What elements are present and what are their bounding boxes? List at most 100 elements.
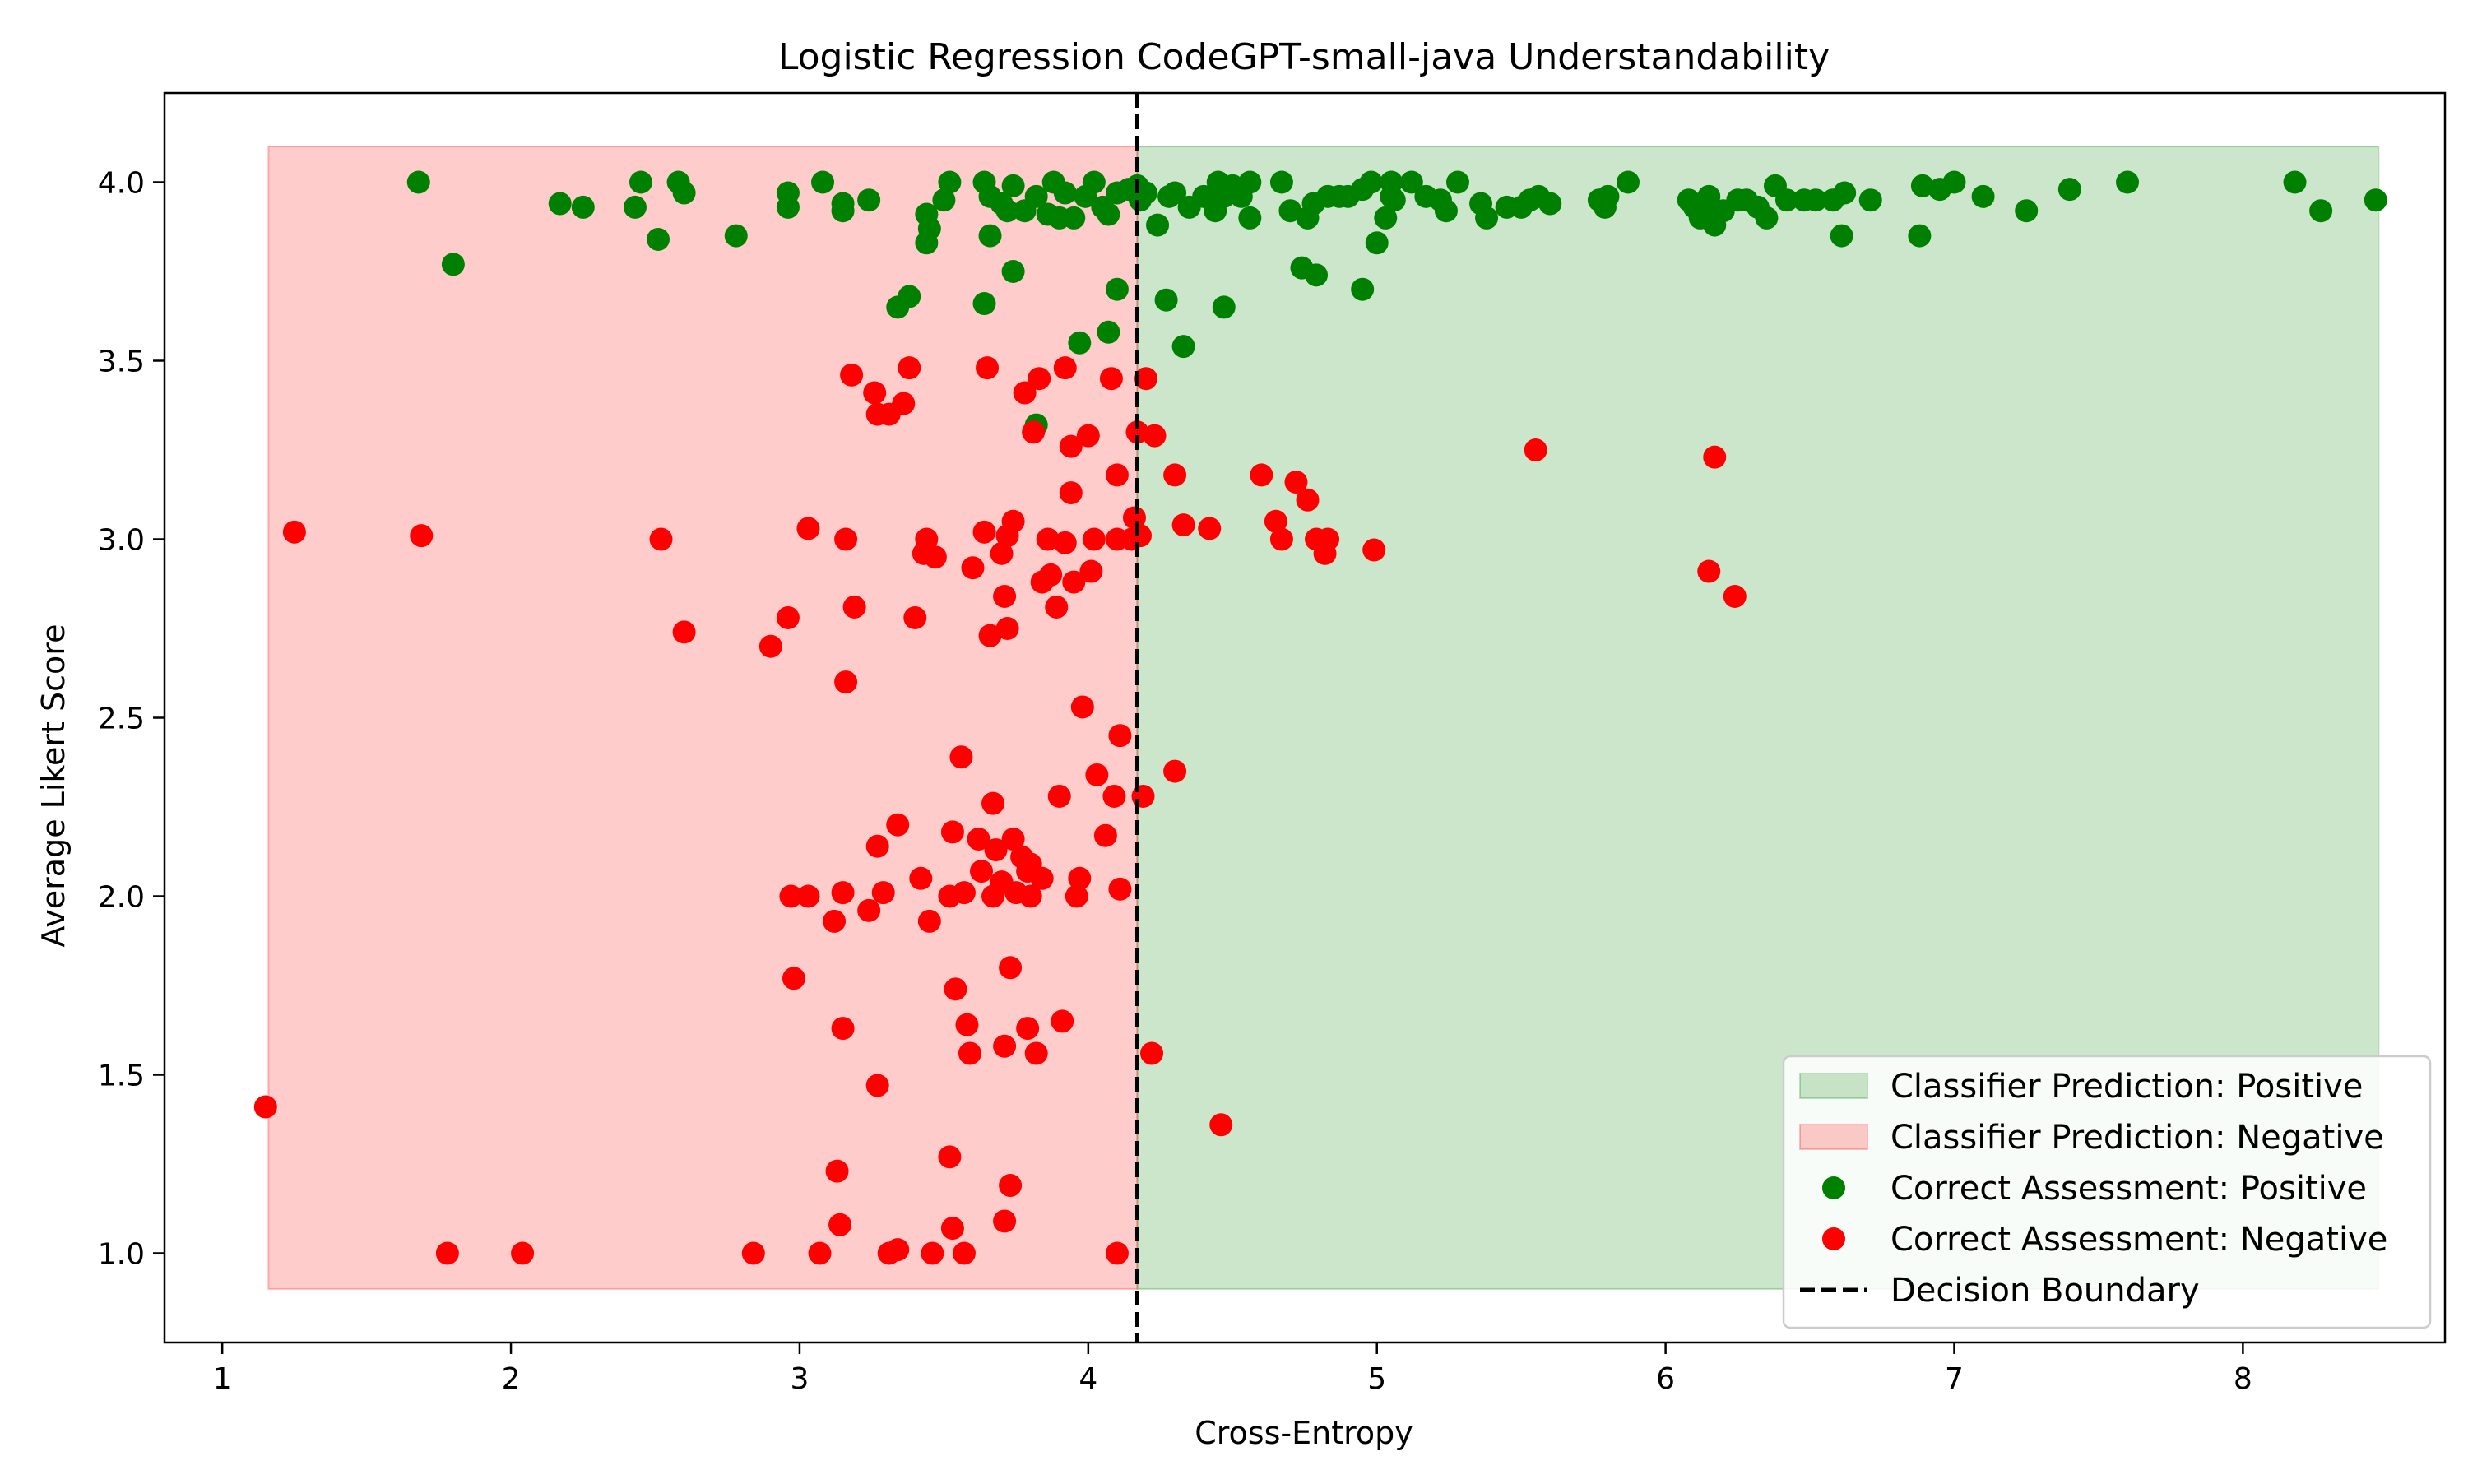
negative-assessment-point <box>672 620 696 644</box>
negative-assessment-point <box>831 1017 855 1041</box>
positive-assessment-point <box>2057 178 2081 202</box>
negative-assessment-point <box>1171 513 1195 537</box>
negative-assessment-point <box>1163 463 1187 487</box>
negative-assessment-point <box>1102 784 1126 808</box>
negative-assessment-point <box>909 866 933 890</box>
positive-assessment-point <box>406 170 430 194</box>
plot-area: 1 2 3 4 5 6 7 8 1.0 1.5 2.0 2.5 3.0 3.5 4.0 <box>98 91 2447 1396</box>
negative-assessment-point <box>1143 424 1167 448</box>
legend-box <box>1782 1055 2432 1329</box>
negative-assessment-point <box>1108 877 1132 901</box>
positive-assessment-point <box>1305 263 1329 287</box>
positive-assessment-point <box>672 181 696 205</box>
positive-assessment-point <box>1365 231 1389 255</box>
positive-assessment-point <box>776 195 800 219</box>
negative-assessment-point <box>842 595 866 619</box>
x-tick-label: 5 <box>1367 1362 1386 1396</box>
positive-assessment-point <box>2116 170 2140 194</box>
negative-assessment-point <box>1079 559 1103 583</box>
positive-assessment-point <box>831 199 855 223</box>
negative-assessment-point <box>1140 1041 1164 1065</box>
x-tick-label: 1 <box>213 1362 232 1396</box>
x-tick-label: 8 <box>2234 1362 2252 1396</box>
negative-assessment-point <box>972 520 996 544</box>
negative-assessment-point <box>435 1241 459 1265</box>
positive-assessment-point <box>1359 170 1383 194</box>
negative-assessment-point <box>1001 509 1025 533</box>
negative-assessment-point <box>1125 420 1149 444</box>
negative-assessment-point <box>1284 471 1308 494</box>
positive-assessment-point <box>1380 170 1403 194</box>
negative-assessment-point <box>952 881 976 905</box>
negative-assessment-point <box>834 527 858 551</box>
negative-assessment-point <box>944 977 967 1001</box>
legend: Classifier Prediction: Positive Classifie… <box>1782 1055 2432 1329</box>
negative-assessment-point <box>758 634 782 658</box>
negative-assessment-point <box>871 881 895 905</box>
negative-assessment-point <box>949 745 973 769</box>
negative-assessment-point <box>1039 563 1063 587</box>
positive-assessment-point <box>1024 184 1048 208</box>
negative-assessment-point <box>840 363 864 387</box>
positive-assessment-point <box>1238 170 1262 194</box>
y-tick-label: 1.0 <box>98 1238 145 1272</box>
negative-assessment-point <box>1047 784 1071 808</box>
positive-assessment-point <box>1910 174 1934 197</box>
negative-assessment-point <box>828 1213 852 1236</box>
legend-marker <box>1822 1227 1845 1250</box>
negative-assessment-point <box>1128 524 1152 548</box>
negative-assessment-point <box>976 356 1000 380</box>
negative-assessment-point <box>999 956 1023 980</box>
negative-assessment-point <box>282 520 306 544</box>
negative-assessment-point <box>1105 1241 1129 1265</box>
positive-assessment-point <box>629 170 652 194</box>
negative-assessment-point <box>1065 884 1088 908</box>
positive-assessment-point <box>1445 170 1469 194</box>
negative-assessment-point <box>952 1241 976 1265</box>
negative-assessment-point <box>995 617 1019 640</box>
negative-assessment-point <box>1085 763 1109 786</box>
y-tick-label: 3.5 <box>98 345 145 379</box>
legend-label: Classifier Prediction: Positive <box>1890 1068 2363 1106</box>
positive-assessment-point <box>1269 170 1293 194</box>
positive-assessment-point <box>978 224 1002 248</box>
negative-assessment-point <box>782 967 805 990</box>
negative-assessment-point <box>1036 527 1060 551</box>
negative-assessment-point <box>1105 463 1129 487</box>
negative-assessment-point <box>1068 866 1092 890</box>
positive-assessment-point <box>1538 192 1562 216</box>
x-tick-label: 4 <box>1079 1362 1097 1396</box>
negative-assessment-point <box>903 605 927 629</box>
negative-assessment-point <box>863 381 887 405</box>
negative-assessment-point <box>1024 1041 1048 1065</box>
negative-assessment-point <box>886 1238 910 1262</box>
x-tick-label: 3 <box>790 1362 809 1396</box>
negative-assessment-point <box>1099 367 1123 391</box>
positive-assessment-point <box>1942 170 1966 194</box>
negative-assessment-point <box>1122 506 1146 530</box>
negative-assessment-point <box>649 527 673 551</box>
negative-assessment-point <box>825 1159 849 1183</box>
positive-assessment-point <box>1154 288 1178 312</box>
positive-assessment-point <box>1082 170 1106 194</box>
positive-assessment-point <box>1351 277 1375 301</box>
negative-assessment-point <box>981 791 1005 815</box>
positive-assessment-point <box>1171 335 1195 359</box>
negative-assessment-point <box>999 1174 1023 1198</box>
negative-assessment-point <box>1022 420 1046 444</box>
positive-assessment-point <box>2309 199 2333 223</box>
negative-assessment-point <box>776 605 800 629</box>
negative-assessment-point <box>898 356 921 380</box>
negative-assessment-point <box>978 624 1002 647</box>
positive-assessment-point <box>1146 213 1170 237</box>
legend-label: Correct Assessment: Positive <box>1890 1170 2367 1208</box>
positive-assessment-point <box>898 285 921 308</box>
positive-assessment-point <box>1804 188 1828 212</box>
negative-assessment-point <box>1131 784 1155 808</box>
x-axis-label: Cross-Entropy <box>1195 1415 1413 1451</box>
negative-assessment-point <box>917 909 941 933</box>
negative-assessment-point <box>1076 424 1100 448</box>
positive-assessment-point <box>571 195 595 219</box>
positive-assessment-point <box>2015 199 2039 223</box>
